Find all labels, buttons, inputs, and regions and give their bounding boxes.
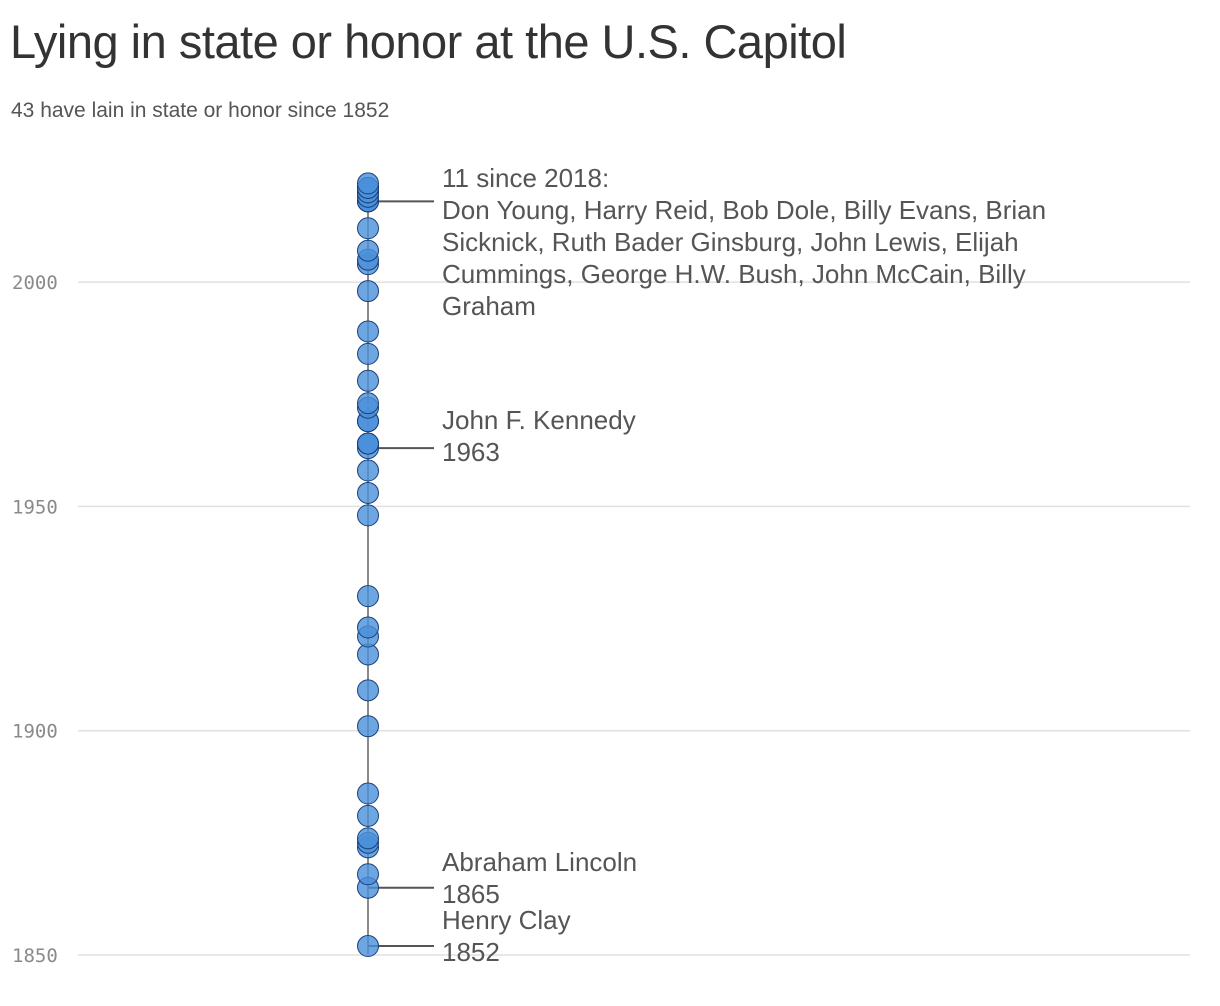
annotation-recent-line: Don Young, Harry Reid, Bob Dole, Billy E… <box>442 195 1047 225</box>
data-point <box>357 804 379 827</box>
data-point <box>357 369 379 392</box>
chart-title: Lying in state or honor at the U.S. Capi… <box>10 15 847 68</box>
data-point <box>357 239 379 262</box>
annotation-lincoln: Abraham Lincoln 1865 <box>442 846 637 910</box>
data-point <box>357 280 379 303</box>
y-axis-ticks: 1850 1900 1950 2000 <box>12 272 58 967</box>
annotation-name: John F. Kennedy <box>442 405 636 435</box>
data-point <box>357 827 379 850</box>
data-point <box>357 863 379 886</box>
annotation-year: 1963 <box>442 437 500 467</box>
gridlines <box>78 281 1190 956</box>
annotation-recent-line: Sicknick, Ruth Bader Ginsburg, John Lewi… <box>442 227 1019 257</box>
annotation-recent: 11 since 2018: Don Young, Harry Reid, Bo… <box>442 162 1046 322</box>
annotation-recent-line: Graham <box>442 291 536 321</box>
data-point <box>357 342 379 365</box>
data-point <box>357 616 379 639</box>
data-point <box>357 679 379 702</box>
data-point <box>357 481 379 504</box>
data-point <box>357 935 379 958</box>
data-point <box>357 320 379 343</box>
data-point <box>357 585 379 608</box>
y-tick-label: 1900 <box>12 721 58 743</box>
data-point <box>357 432 379 455</box>
data-point <box>357 504 379 527</box>
chart-subtitle: 43 have lain in state or honor since 185… <box>11 99 390 122</box>
annotation-recent-heading: 11 since 2018: <box>442 163 610 193</box>
data-point <box>357 217 379 240</box>
y-tick-label: 1950 <box>12 496 58 518</box>
y-tick-label: 1850 <box>12 945 58 967</box>
annotation-name: Henry Clay <box>442 905 571 935</box>
data-point <box>357 459 379 482</box>
annotation-name: Abraham Lincoln <box>442 847 638 877</box>
annotation-clay: Henry Clay 1852 <box>442 904 571 968</box>
annotation-kennedy: John F. Kennedy 1963 <box>442 404 636 468</box>
y-tick-label: 2000 <box>12 272 58 294</box>
annotation-recent-line: Cummings, George H.W. Bush, John McCain,… <box>442 259 1026 289</box>
data-point <box>357 782 379 805</box>
annotation-year: 1852 <box>442 937 500 967</box>
data-points <box>357 172 379 958</box>
data-point <box>357 392 379 415</box>
data-point <box>357 172 379 195</box>
data-point <box>357 715 379 738</box>
annotation-year: 1865 <box>442 879 500 909</box>
